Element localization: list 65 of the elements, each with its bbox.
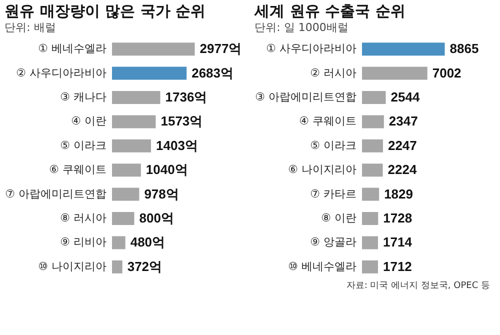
y-tick-label: ⑩ 나이지리아 xyxy=(38,260,106,273)
y-tick-label: ② 러시아 xyxy=(310,66,356,80)
y-tick-label: ⑨ 앙골라 xyxy=(310,236,356,249)
data-label: 2683억 xyxy=(192,65,234,80)
data-label: 978억 xyxy=(144,186,179,202)
y-tick-label: ⑨ 리비아 xyxy=(60,236,106,249)
data-label: 1714 xyxy=(383,234,413,250)
bar xyxy=(362,139,383,152)
y-tick-label: ⑩ 베네수엘라 xyxy=(288,260,356,273)
y-tick-label: ① 베네수엘라 xyxy=(38,42,106,56)
bar xyxy=(362,212,378,225)
data-label: 2544 xyxy=(390,90,420,104)
chart-subtitle: 단위: 일 1000배럴 xyxy=(254,21,348,34)
data-label: 2977억 xyxy=(200,41,242,56)
bar xyxy=(112,91,160,104)
y-tick-label: ⑤ 이라크 xyxy=(60,138,106,152)
chart-title: 세계 원유 수출국 순위 xyxy=(254,2,406,20)
chart-subtitle: 단위: 배럴 xyxy=(4,21,56,34)
text: 자료: 미국 에너지 정보국, OPEC 등 xyxy=(345,280,490,292)
data-label: 480억 xyxy=(130,234,166,250)
y-tick-label: ⑥ 쿠웨이트 xyxy=(49,163,106,176)
bar xyxy=(112,236,126,250)
bar xyxy=(362,164,383,177)
y-tick-label: ② 사우디아라비아 xyxy=(16,66,106,80)
bar xyxy=(362,91,386,104)
data-label: 2224 xyxy=(388,162,418,178)
chart-title: 원유 매장량이 많은 국가 순위 xyxy=(4,2,206,20)
data-label: 1040억 xyxy=(146,162,188,178)
data-label: 1829 xyxy=(384,186,413,202)
y-tick-label: ④ 쿠웨이트 xyxy=(299,114,356,128)
bar xyxy=(112,260,122,274)
y-tick-label: ③ 아랍에미리트연합 xyxy=(255,90,356,104)
bar xyxy=(112,42,195,56)
data-label: 1573억 xyxy=(160,114,203,129)
bar xyxy=(112,212,134,225)
data-label: 7002 xyxy=(432,65,462,80)
bar xyxy=(112,164,141,177)
y-tick-label: ③ 캐나다 xyxy=(60,90,106,104)
data-label: 8865 xyxy=(450,41,479,56)
bar xyxy=(362,236,378,250)
bar xyxy=(112,115,156,128)
y-tick-label: ⑧ 이란 xyxy=(321,212,356,224)
bar xyxy=(362,260,378,274)
bar xyxy=(362,115,384,128)
y-tick-label: ① 사우디아라비아 xyxy=(266,42,356,56)
data-label: 1403억 xyxy=(156,138,198,153)
y-tick-label: ⑦ 카타르 xyxy=(310,187,356,200)
data-label: 1728 xyxy=(383,210,412,226)
data-label: 2247 xyxy=(388,138,417,153)
data-label: 1712 xyxy=(382,258,412,274)
y-tick-label: ⑧ 러시아 xyxy=(60,212,106,224)
data-label: 2347 xyxy=(388,114,418,129)
y-tick-label: ⑤ 이라크 xyxy=(310,138,356,152)
data-label: 372억 xyxy=(127,258,162,274)
bar xyxy=(112,66,187,80)
y-tick-label: ⑦ 아랍에미리트연합 xyxy=(5,187,106,200)
bar xyxy=(112,188,140,201)
bar xyxy=(362,42,445,56)
bar xyxy=(362,66,428,80)
data-label: 800억 xyxy=(139,210,174,226)
bar xyxy=(362,188,380,201)
data-label: 1736억 xyxy=(165,90,208,104)
y-tick-label: ④ 이란 xyxy=(71,114,106,128)
y-tick-label: ⑥ 나이지리아 xyxy=(288,163,356,176)
bar xyxy=(112,139,151,152)
